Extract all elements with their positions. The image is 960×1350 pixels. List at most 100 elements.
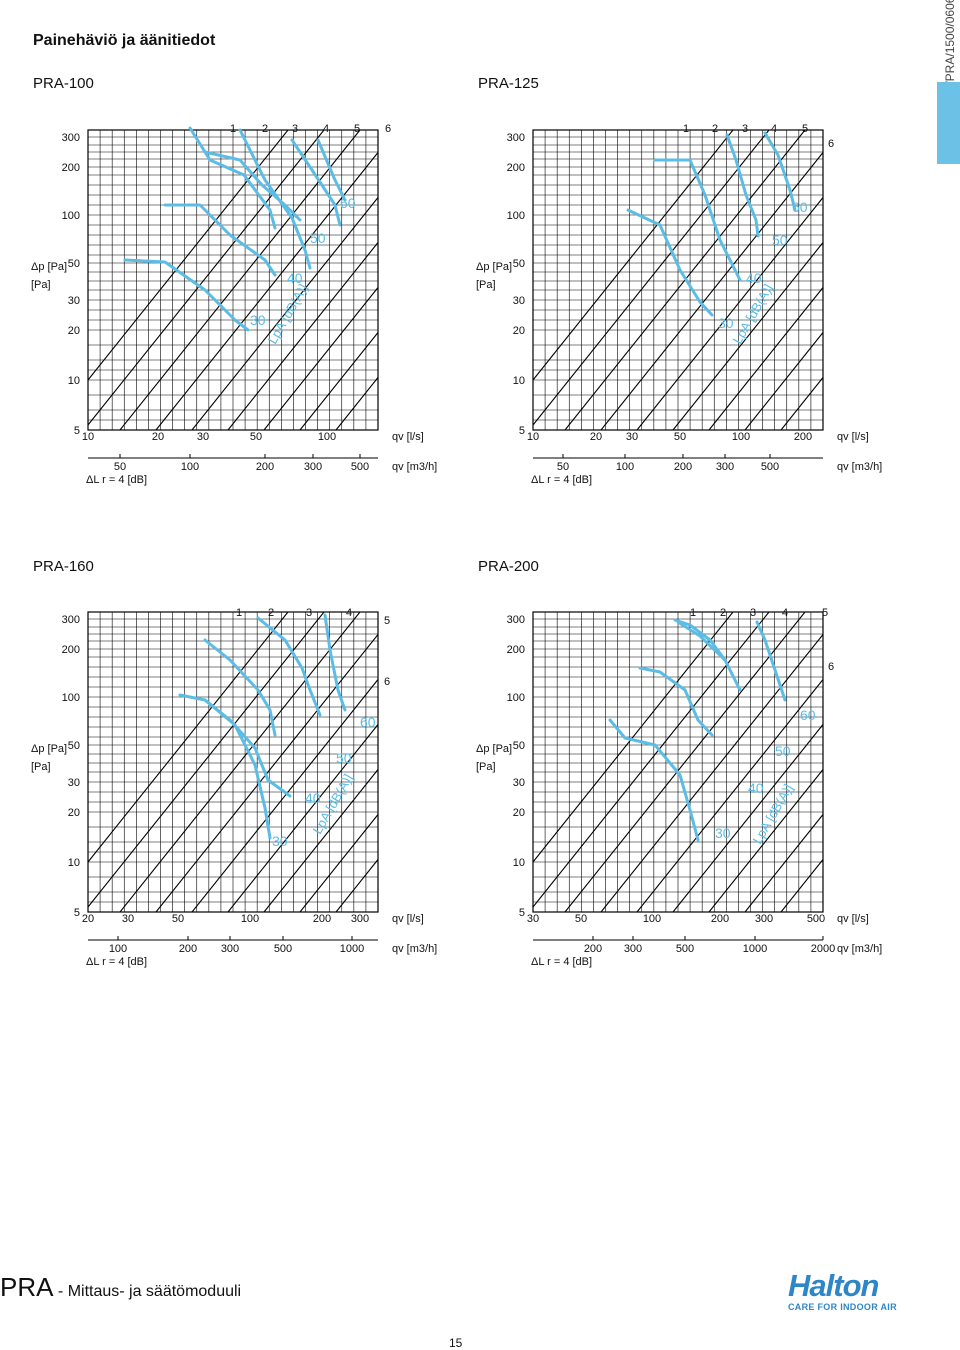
y-tick-label: 200 <box>507 162 525 174</box>
damper-line <box>299 332 379 431</box>
x-tick-label: 500 <box>807 913 825 925</box>
x-tick-label: 50 <box>172 913 184 925</box>
y-axis-unit: [Pa] <box>31 761 51 773</box>
damper-position-label: 6 <box>828 138 834 150</box>
x-tick-label: 30 <box>626 431 638 443</box>
damper-line <box>263 287 379 431</box>
y-tick-label: 50 <box>513 740 525 752</box>
sound-level-label: 60 <box>360 714 376 730</box>
y-tick-label: 5 <box>519 425 525 437</box>
y-tick-label: 100 <box>507 210 525 222</box>
x2-tick-label: 50 <box>557 461 569 473</box>
x2-axis-label: qv [m3/h] <box>837 943 882 955</box>
damper-line <box>87 129 325 426</box>
x2-tick-label: 2000 <box>811 943 835 955</box>
x2-tick-label: 500 <box>761 461 779 473</box>
damper-position-label: 4 <box>771 123 777 135</box>
damper-position-label: 4 <box>323 123 329 135</box>
correction-label: ΔL r = 4 [dB] <box>531 956 592 968</box>
damper-line <box>744 814 824 913</box>
damper-line <box>780 859 824 913</box>
x-tick-label: 30 <box>122 913 134 925</box>
x2-axis-label: qv [m3/h] <box>392 461 437 473</box>
y-tick-label: 30 <box>68 295 80 307</box>
y-tick-label: 10 <box>513 375 525 387</box>
plot-frame <box>87 129 379 431</box>
damper-position-label: 4 <box>346 607 352 619</box>
y-tick-label: 30 <box>513 295 525 307</box>
damper-position-label: 3 <box>306 607 312 619</box>
sound-level-curve <box>203 150 302 222</box>
y-tick-label: 20 <box>513 807 525 819</box>
sound-level-curve <box>123 258 250 332</box>
damper-line <box>672 242 824 431</box>
sound-level-curve <box>673 618 727 662</box>
x2-tick-label: 200 <box>179 943 197 955</box>
x-axis-label: qv [l/s] <box>392 913 424 925</box>
y-axis-unit: [Pa] <box>476 279 496 291</box>
plot-frame <box>87 611 379 913</box>
x-tick-label: 10 <box>527 431 539 443</box>
damper-line <box>227 724 379 913</box>
sound-level-label: 30 <box>250 312 266 328</box>
sound-level-label: 60 <box>340 195 356 211</box>
chart-title-pra-125: PRA-125 <box>478 75 539 92</box>
sound-level-curve <box>290 138 342 227</box>
chart-title-pra-100: PRA-100 <box>33 75 94 92</box>
sound-level-curve <box>203 698 292 798</box>
halton-logo: Halton CARE FOR INDOOR AIR <box>788 1268 897 1312</box>
damper-line <box>335 859 379 913</box>
sound-level-curve <box>755 620 787 702</box>
y-axis-unit: [Pa] <box>476 761 496 773</box>
damper-line <box>532 611 770 908</box>
y-axis-label: Δp [Pa] <box>31 743 67 755</box>
damper-line <box>335 377 379 431</box>
y-axis-label: Δp [Pa] <box>476 261 512 273</box>
y-tick-label: 200 <box>62 644 80 656</box>
y-tick-label: 5 <box>74 907 80 919</box>
x2-tick-label: 300 <box>304 461 322 473</box>
x-tick-label: 100 <box>241 913 259 925</box>
damper-line <box>532 129 734 381</box>
y-tick-label: 30 <box>68 777 80 789</box>
sound-level-curve <box>608 718 700 842</box>
sound-level-label: 60 <box>800 707 816 723</box>
x2-tick-label: 200 <box>584 943 602 955</box>
damper-line <box>708 769 824 913</box>
x2-tick-label: 300 <box>716 461 734 473</box>
x-tick-label: 300 <box>755 913 773 925</box>
x2-tick-label: 300 <box>624 943 642 955</box>
sound-level-curve <box>323 613 347 712</box>
sound-level-curve <box>163 203 277 277</box>
x-tick-label: 20 <box>152 431 164 443</box>
y-tick-label: 5 <box>519 907 525 919</box>
y-axis-label: Δp [Pa] <box>476 743 512 755</box>
damper-position-label: 1 <box>236 607 242 619</box>
x2-tick-label: 1000 <box>340 943 364 955</box>
sound-level-curve <box>238 128 312 270</box>
y-axis-label: Δp [Pa] <box>31 261 67 273</box>
damper-line <box>672 724 824 913</box>
damper-position-label: 5 <box>354 123 360 135</box>
x2-axis-label: qv [m3/h] <box>392 943 437 955</box>
damper-line <box>155 152 379 431</box>
sound-level-curve <box>178 693 272 840</box>
x2-tick-label: 500 <box>351 461 369 473</box>
x-tick-label: 200 <box>711 913 729 925</box>
damper-line <box>191 197 379 431</box>
x2-axis-label: qv [m3/h] <box>837 461 882 473</box>
damper-position-label: 3 <box>292 123 298 135</box>
x-axis-label: qv [l/s] <box>392 431 424 443</box>
x-tick-label: 100 <box>643 913 661 925</box>
sound-level-curve <box>316 138 347 202</box>
damper-line <box>87 611 289 863</box>
x-axis-label: qv [l/s] <box>837 913 869 925</box>
x-tick-label: 100 <box>318 431 336 443</box>
y-tick-label: 5 <box>74 425 80 437</box>
damper-position-label: 2 <box>268 607 274 619</box>
y-tick-label: 100 <box>62 692 80 704</box>
y-tick-label: 10 <box>513 857 525 869</box>
damper-position-label: 2 <box>262 123 268 135</box>
x2-tick-label: 100 <box>181 461 199 473</box>
x-tick-label: 30 <box>197 431 209 443</box>
